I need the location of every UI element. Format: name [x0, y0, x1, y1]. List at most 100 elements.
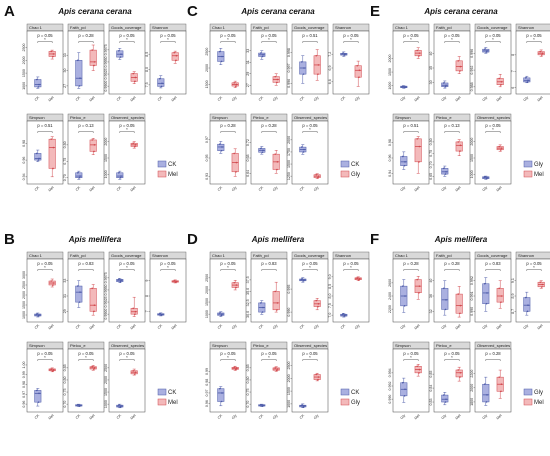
box-mel: [496, 74, 504, 88]
p-value-label: p = 0.83: [261, 261, 277, 266]
box-mel: [48, 136, 56, 178]
data-point: [500, 81, 503, 83]
box-body: [171, 52, 179, 61]
facet-simpson: Simpson p = 0.05* 0.96 0.97 0.98 0.99 CK Gly: [205, 341, 247, 420]
box-body: [482, 383, 490, 403]
facet-title: Pielou_e: [253, 115, 269, 120]
data-point: [119, 406, 122, 408]
significance-bracket: [37, 41, 53, 43]
y-tick-label: 0.9975: [104, 272, 108, 283]
facet-frame: [67, 258, 105, 323]
box-mel: [130, 71, 138, 84]
significance-star: *: [126, 37, 128, 42]
box-body: [400, 156, 408, 166]
data-point: [91, 365, 93, 368]
data-point: [317, 73, 319, 75]
y-tick-label: 2500: [205, 48, 209, 56]
data-point: [50, 368, 52, 370]
y-tick-label: 7.5: [145, 82, 149, 87]
x-tick-label: Mel: [414, 323, 421, 330]
data-point: [317, 305, 319, 308]
facet-title: Shannon: [335, 25, 351, 30]
facet-title: Pielou_e: [253, 343, 269, 348]
box-body: [34, 153, 42, 161]
y-tick-label: 30: [429, 80, 433, 84]
significance-bracket: [119, 359, 135, 361]
box-body: [455, 369, 463, 378]
data-point: [459, 150, 461, 152]
box-body: [455, 60, 463, 72]
facet-title: Chao 1: [29, 25, 43, 30]
p-value-label: p = 0.05: [444, 33, 460, 38]
y-tick-label: 0.70: [63, 401, 67, 408]
p-value-label: p = 0.28: [78, 33, 94, 38]
data-point: [235, 171, 237, 173]
y-tick-label: 0.9950: [104, 56, 108, 67]
facet-shannon: Shannon p = 0.05* 8.7 8.9 9.1 Gly Mel: [511, 251, 550, 331]
data-point: [36, 389, 38, 392]
data-point: [120, 279, 122, 282]
y-tick-label: 2500: [104, 364, 108, 372]
facet-title: Goods_coverage: [294, 25, 325, 30]
y-tick-label: 2200: [470, 370, 474, 378]
y-tick-label: 9: [145, 280, 149, 282]
data-point: [276, 168, 278, 171]
significance-bracket: [78, 41, 94, 43]
p-value-label: p = 0.05: [485, 123, 501, 128]
legend-label: CK: [351, 162, 359, 168]
data-point: [444, 401, 447, 403]
significance-bracket: [119, 41, 135, 43]
data-point: [485, 401, 488, 403]
x-tick-label: CK: [116, 185, 123, 192]
box-ck: [116, 278, 124, 283]
facet-title: Observed_species: [294, 343, 327, 348]
data-point: [276, 78, 279, 81]
x-tick-label: Gly: [272, 323, 279, 330]
y-tick-label: 1500: [104, 388, 108, 396]
facet-title: Observed_species: [111, 343, 144, 348]
x-tick-label: Gly: [441, 95, 448, 102]
facet-chao-1: Chao 1 p = 0.05* 1000 1500 2000 2500 CK Mel: [22, 23, 64, 103]
facet-frame: [67, 30, 105, 95]
box-body: [34, 79, 42, 88]
significance-bracket: [261, 269, 277, 271]
facet-simpson: Simpson p = 0.51 0.94 0.96 0.98 Gly Mel: [388, 113, 430, 193]
y-tick-label: 1500: [287, 160, 291, 168]
x-tick-label: Gly: [231, 323, 238, 330]
panel-letter: E: [370, 3, 380, 20]
data-point: [486, 394, 488, 396]
facet-title: Observed_species: [477, 343, 510, 348]
data-point: [302, 406, 305, 408]
y-tick-label: 0.98: [22, 381, 26, 388]
significance-bracket: [302, 269, 318, 271]
x-tick-label: Mel: [455, 413, 462, 420]
y-tick-label: 0.96: [388, 155, 392, 162]
box-mel: [171, 50, 179, 64]
box-ck: [299, 55, 307, 84]
x-tick-label: Gly: [441, 185, 448, 192]
data-point: [233, 366, 235, 369]
data-point: [498, 376, 500, 378]
box-ck: [116, 403, 124, 409]
box-gly: [400, 151, 408, 170]
data-point: [404, 161, 406, 163]
data-point: [276, 81, 278, 84]
facet-pielou-e: Pielou_ep = 0.28 0.64 0.68 0.72 CK Gly: [246, 113, 288, 192]
y-tick-label: 1800: [470, 398, 474, 406]
x-tick-label: Mel: [48, 413, 55, 420]
data-point: [93, 144, 96, 146]
panel-letter: B: [4, 231, 15, 248]
data-point: [343, 54, 346, 56]
data-point: [175, 54, 178, 57]
facet-title: Simpson: [29, 343, 45, 348]
y-tick-label: 1000: [22, 82, 26, 90]
data-point: [526, 81, 529, 83]
y-tick-label: 1.00: [22, 361, 26, 368]
x-tick-label: Mel: [414, 413, 421, 420]
data-point: [52, 146, 55, 149]
y-tick-label: 0.98: [205, 379, 209, 386]
p-value-label: p = 0.13: [444, 123, 460, 128]
y-tick-label: 0.64: [246, 170, 250, 177]
box-gly: [231, 280, 239, 291]
data-point: [416, 138, 418, 140]
